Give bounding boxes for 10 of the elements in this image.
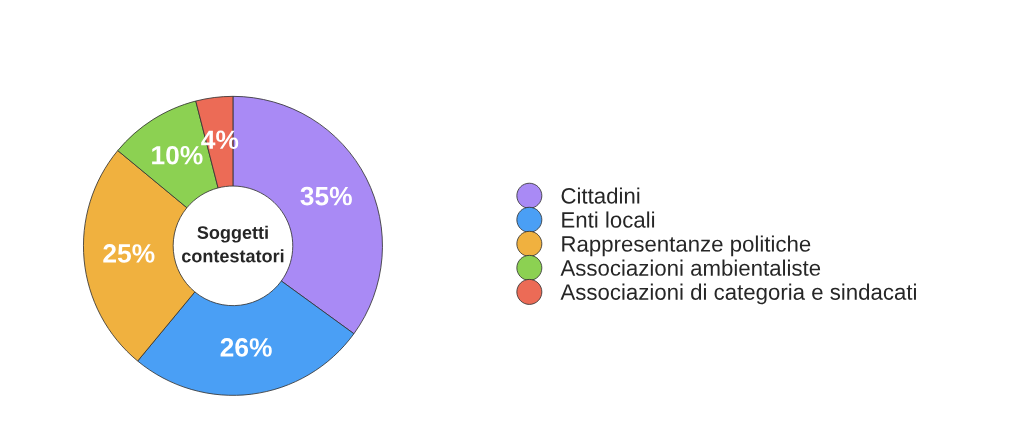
legend-label: Rappresentanze politiche	[562, 235, 811, 257]
data-label: 25%	[103, 244, 155, 263]
data-label: 35%	[300, 186, 352, 206]
text: Soggetti contestatori	[182, 225, 284, 263]
data-label: 10%	[152, 145, 203, 165]
legend-label: Associazioni di categoria e sindacati	[560, 283, 916, 305]
legend-label: Cittadini	[561, 187, 640, 204]
data-label: 26%	[220, 338, 272, 357]
legend-label: Associazioni ambientaliste	[560, 259, 821, 276]
legend-label: Enti locali	[562, 211, 655, 228]
